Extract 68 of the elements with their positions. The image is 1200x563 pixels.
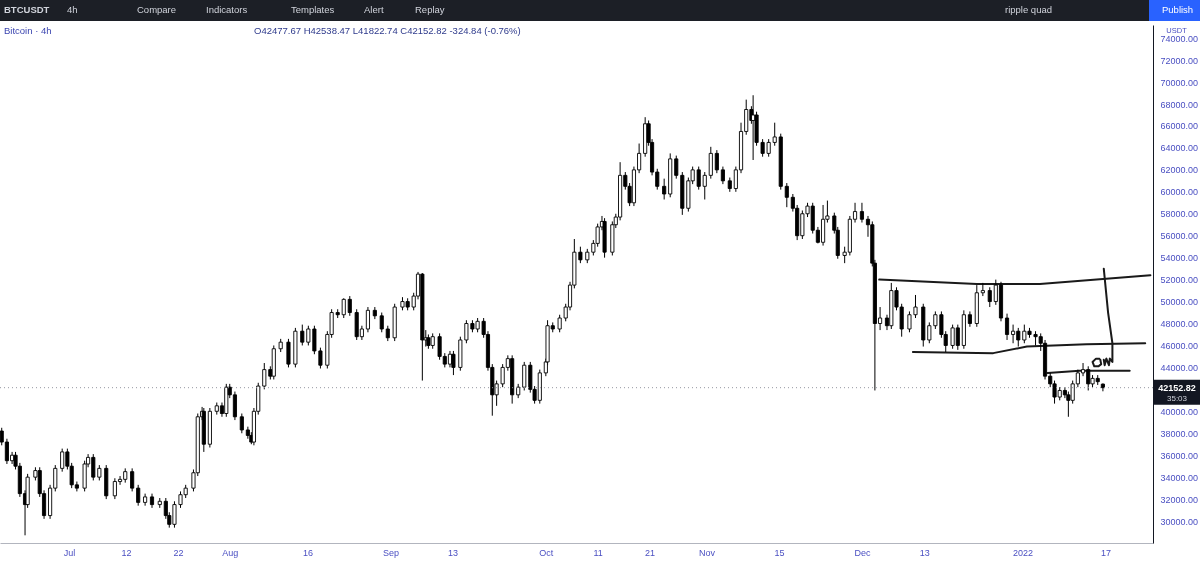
x-tick-label: 22 [173,547,184,558]
text: 35:03 [1166,393,1188,403]
y-tick-label: 64000.00 [1160,143,1199,154]
candlestick [987,286,992,308]
x-tick-label: Oct [539,547,554,558]
y-tick-label: 62000.00 [1160,165,1199,176]
text: ripple quad [1005,4,1053,15]
y-tick-label: 58000.00 [1160,209,1199,220]
y-tick-label: 72000.00 [1160,55,1199,66]
text: Compare [137,4,177,15]
text: Alert [364,4,384,15]
text: Replay [415,4,445,15]
candlestick [130,467,135,492]
y-tick-label: 74000.00 [1160,33,1199,44]
y-tick-label: 32000.00 [1160,494,1199,505]
y-tick-label: 48000.00 [1160,319,1199,330]
candlestick [714,149,719,174]
candlestick [522,361,527,391]
candlestick [859,202,864,224]
y-tick-label: 66000.00 [1160,121,1199,132]
candlestick [239,413,244,434]
x-tick-label: 13 [448,547,459,558]
y-tick-label: 46000.00 [1160,340,1199,351]
y-tick-label: 38000.00 [1160,428,1199,439]
x-tick-label: 21 [644,547,655,558]
text: BTCUSDT [4,4,50,15]
y-tick-label: 56000.00 [1160,231,1199,242]
x-tick-label: 2022 [1013,547,1034,558]
y-tick-label: 30000.00 [1160,516,1199,527]
text: Templates [291,4,335,15]
x-tick-label: 13 [919,547,930,558]
y-tick-label: 40000.00 [1160,406,1199,417]
candlestick [1004,313,1010,341]
candlestick [662,178,667,200]
candlestick [708,146,713,180]
chart-title: Bitcoin · 4h [4,25,52,36]
x-tick-label: 12 [121,547,132,558]
candlestick [365,306,370,333]
y-tick-label: 68000.00 [1160,99,1199,110]
x-tick-label: 16 [302,547,313,558]
candlestick [980,282,985,297]
ref-line-label: 42152.82 [1158,382,1196,393]
y-tick-label: 50000.00 [1160,297,1199,308]
y-tick-label: 70000.00 [1160,77,1199,88]
y-tick-label: 60000.00 [1160,187,1199,198]
candlestick [347,295,352,317]
y-tick-label: 34000.00 [1160,472,1199,483]
candlestick [286,338,291,368]
text: Indicators [206,4,248,15]
x-tick-label: Sep [382,547,399,558]
y-tick-label: 54000.00 [1160,253,1199,264]
candlestick [379,312,384,333]
chart-subtitle: O42477.67 H42538.47 L41822.74 C42152.82 -324.84 (-0.76%) [254,25,521,36]
text: Publish [1162,4,1194,15]
x-tick-label: 15 [774,547,785,558]
x-tick-label: 11 [593,547,603,558]
candlestick [136,484,141,507]
x-tick-label: Dec [854,547,871,558]
x-tick-label: 17 [1100,547,1112,558]
y-tick-label: 44000.00 [1160,362,1199,373]
candlestick [702,171,707,200]
y-tick-label: 36000.00 [1160,450,1199,461]
x-tick-label: Jul [63,547,76,558]
y-tick-label: 52000.00 [1160,275,1199,286]
text: 4h [67,4,78,15]
x-tick-label: Nov [698,547,716,558]
x-tick-label: Aug [222,547,239,558]
candlestick [784,182,789,208]
